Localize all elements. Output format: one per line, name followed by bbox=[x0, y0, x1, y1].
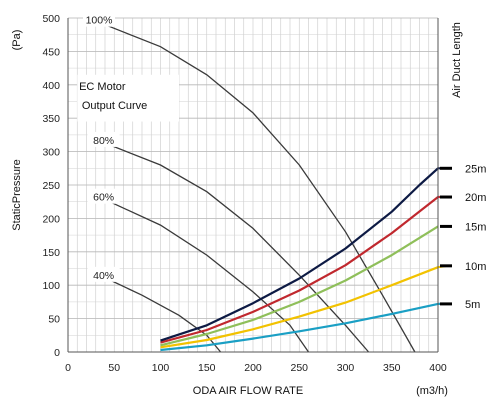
y-tick-label: 200 bbox=[42, 213, 60, 225]
duct-curve-5m bbox=[160, 302, 448, 352]
motor-curve-100pct bbox=[104, 24, 416, 353]
motor-label-bg bbox=[87, 188, 120, 204]
motor-label-bg bbox=[87, 131, 120, 147]
y-tick-label: 400 bbox=[42, 80, 60, 92]
motor-curve-40pct bbox=[109, 279, 222, 353]
motor-curve-80pct bbox=[109, 144, 370, 353]
duct-label-20m: 20m bbox=[465, 192, 486, 204]
y-tick-label: 100 bbox=[42, 280, 60, 292]
motor-label-bg bbox=[87, 266, 120, 282]
duct-label-5m: 5m bbox=[465, 299, 480, 311]
labels: 100% 80% 60% 40% 5m 10m 15m 20m 25m 0 50 100 150 200 2… bbox=[11, 11, 486, 397]
motor-label-100pct: 100% bbox=[86, 15, 113, 27]
duct-curve-10m bbox=[160, 264, 448, 349]
x-tick-label: 400 bbox=[429, 362, 447, 374]
y-axis-title: StaticPressure bbox=[11, 159, 23, 231]
motor-label-80pct: 80% bbox=[93, 135, 114, 147]
x-axis-unit: (m3/h) bbox=[416, 385, 448, 397]
duct-curve-15m bbox=[160, 225, 439, 347]
legend-note-line2: Output Curve bbox=[82, 100, 147, 112]
y-tick-label: 150 bbox=[42, 247, 60, 259]
x-axis-title: ODA AIR FLOW RATE bbox=[193, 385, 303, 397]
duct-label-10m: 10m bbox=[465, 261, 486, 273]
legend-note-line1: EC Motor bbox=[79, 81, 126, 93]
y-tick-label: 350 bbox=[42, 113, 60, 125]
axes bbox=[67, 18, 439, 353]
right-axis-title: Air Duct Length bbox=[451, 22, 463, 98]
grid bbox=[67, 17, 439, 353]
duct-label-15m: 15m bbox=[465, 221, 486, 233]
duct-curve-25m bbox=[160, 167, 448, 342]
motor-label-bg bbox=[83, 11, 115, 27]
motor-curves bbox=[104, 24, 416, 353]
motor-label-60pct: 60% bbox=[93, 192, 114, 204]
motor-label-40pct: 40% bbox=[93, 270, 114, 282]
duct-label-25m: 25m bbox=[465, 163, 486, 175]
motor-curve-60pct bbox=[109, 201, 310, 353]
x-tick-label: 300 bbox=[337, 362, 355, 374]
x-tick-label: 100 bbox=[152, 362, 170, 374]
y-tick-label: 450 bbox=[42, 46, 60, 58]
legend-note-box bbox=[77, 74, 179, 122]
y-tick-label: 500 bbox=[42, 13, 60, 25]
y-tick-label: 0 bbox=[54, 347, 60, 359]
y-tick-label: 250 bbox=[42, 180, 60, 192]
x-tick-label: 350 bbox=[383, 362, 401, 374]
x-tick-label: 0 bbox=[65, 362, 71, 374]
x-tick-label: 150 bbox=[198, 362, 216, 374]
y-tick-label: 50 bbox=[48, 314, 60, 326]
duct-curve-20m bbox=[160, 195, 448, 344]
y-axis-unit: (Pa) bbox=[11, 30, 23, 51]
duct-curves bbox=[160, 166, 452, 352]
x-tick-label: 250 bbox=[290, 362, 308, 374]
x-tick-label: 200 bbox=[244, 362, 262, 374]
x-tick-label: 50 bbox=[108, 362, 120, 374]
y-tick-label: 300 bbox=[42, 147, 60, 159]
